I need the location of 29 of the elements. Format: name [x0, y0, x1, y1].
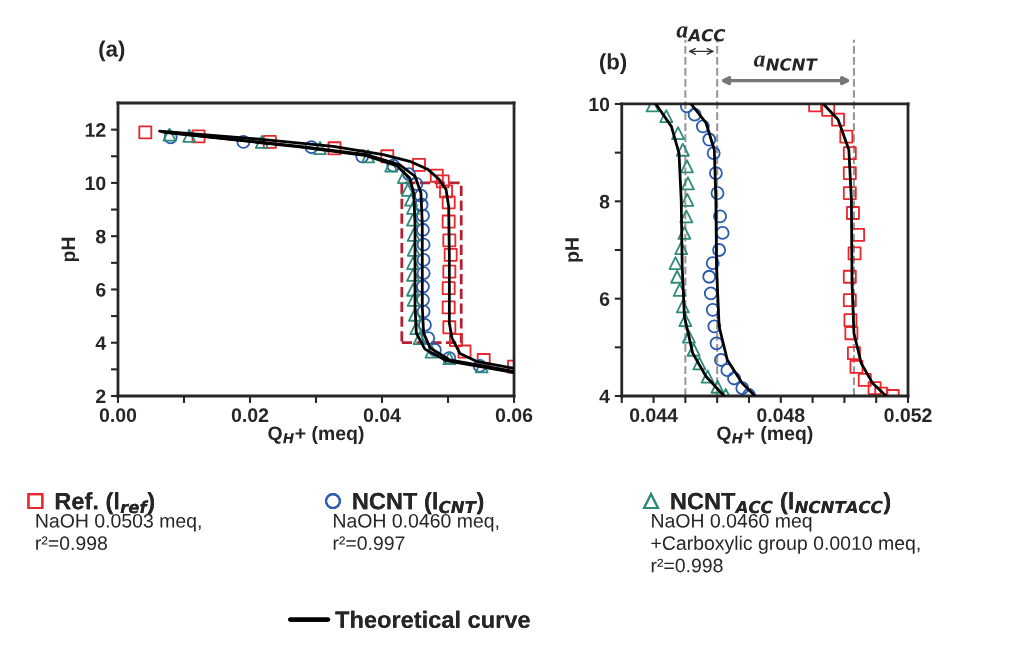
x-axis-title: Q$_{H}$+ (meq)	[268, 425, 364, 445]
legend-label: Theoretical curve	[335, 610, 530, 629]
legend-label: NCNT (l$_{CNT}$)	[353, 492, 484, 515]
chart-title: (a)	[99, 40, 125, 62]
y-tick-label: 2	[96, 389, 106, 404]
y-tick-label: 8	[95, 229, 106, 244]
x-axis-title: Q$_{H}$+ (meq)	[717, 425, 813, 445]
x-tick-label: 0.02	[231, 408, 269, 423]
y-tick-label: 6	[96, 282, 106, 297]
x-tick-label: 0.04	[363, 408, 401, 423]
text: a$_{ACC}$	[676, 26, 726, 42]
y-axis-title: pH	[61, 237, 79, 262]
legend-label: Ref. (l$_{ref}$)	[55, 492, 154, 515]
y-tick-label: 10	[85, 176, 106, 191]
x-tick-label: 0.00	[99, 408, 137, 423]
y-tick-label: 12	[85, 123, 106, 137]
x-tick-label: 0.044	[630, 408, 678, 423]
chart-title: (b)	[599, 53, 627, 74]
y-tick-label: 8	[599, 194, 610, 209]
y-tick-label: 4	[599, 389, 610, 404]
text: a$_{NCNT}$	[753, 55, 818, 71]
x-tick-label: 0.06	[495, 408, 533, 423]
x-tick-label: 0.048	[757, 408, 805, 423]
y-tick-label: 10	[589, 97, 610, 112]
text: NaOH 0.0503 meq, r²=0.998	[36, 513, 201, 551]
y-tick-label: 4	[95, 336, 107, 350]
y-axis-title: pH	[565, 238, 583, 262]
x-tick-label: 0.052	[884, 408, 932, 423]
y-tick-label: 6	[599, 292, 610, 306]
